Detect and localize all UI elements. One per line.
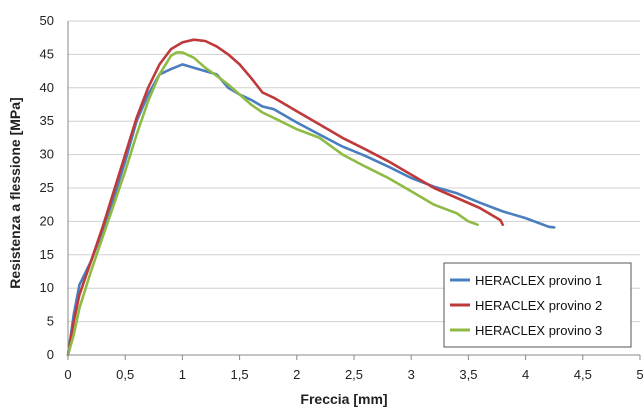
legend-label-2: HERACLEX provino 2 <box>475 298 602 313</box>
y-tick-label: 50 <box>40 13 54 28</box>
x-tick-label: 3 <box>408 367 415 382</box>
y-tick-label: 20 <box>40 213 54 228</box>
x-tick-label: 5 <box>636 367 643 382</box>
gridlines <box>68 20 640 356</box>
series-line-3 <box>66 51 479 357</box>
y-tick-label: 10 <box>40 280 54 295</box>
y-tick-label: 0 <box>47 347 54 362</box>
x-axis-title: Freccia [mm] <box>300 391 387 407</box>
y-tick-label: 25 <box>40 180 54 195</box>
legend-label-3: HERACLEX provino 3 <box>475 323 602 338</box>
y-axis-title: Resistenza a flessione [MPa] <box>7 97 23 288</box>
legend-box <box>443 262 632 348</box>
y-tick-label: 15 <box>40 247 54 262</box>
x-tick-label: 2,5 <box>345 367 363 382</box>
legend-label-1: HERACLEX provino 1 <box>475 273 602 288</box>
x-tick-labels: 0 0,5 1 1,5 2 2,5 3 3,5 4 4,5 5 <box>64 355 644 382</box>
legend: HERACLEX provino 1 HERACLEX provino 2 HERA… <box>443 262 632 348</box>
y-tick-label: 40 <box>40 80 54 95</box>
x-tick-label: 2 <box>293 367 300 382</box>
y-tick-label: 5 <box>47 314 54 329</box>
y-tick-label: 30 <box>40 147 54 162</box>
x-tick-label: 0,5 <box>116 367 134 382</box>
x-tick-label: 4 <box>522 367 529 382</box>
x-tick-label: 1 <box>179 367 186 382</box>
y-tick-labels: 0 5 10 15 20 25 30 35 40 45 50 <box>40 13 54 362</box>
series-layer <box>66 38 556 357</box>
x-tick-label: 1,5 <box>231 367 249 382</box>
series-line-2 <box>66 38 504 357</box>
x-tick-label: 3,5 <box>459 367 477 382</box>
x-tick-label: 0 <box>64 367 71 382</box>
y-tick-label: 35 <box>40 113 54 128</box>
x-tick-label: 4,5 <box>574 367 592 382</box>
y-tick-label: 45 <box>40 46 54 61</box>
